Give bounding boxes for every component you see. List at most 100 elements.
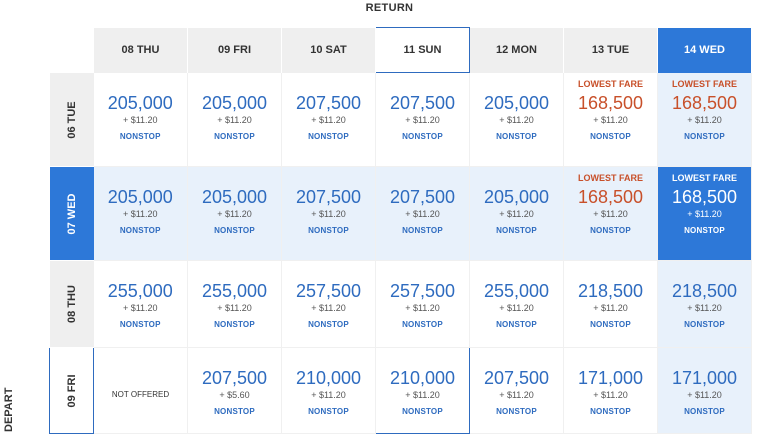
fare-miles: 168,500 [671,92,738,113]
fare-miles: 257,500 [389,281,456,301]
fare-miles: 171,000 [671,368,738,388]
depart-row-07-wed: 07 WED 205,000 + $11.20 NONSTOP 205,000 + $… [49,166,752,261]
fare-cell[interactable]: 207,500 + $11.20 NONSTOP [469,347,564,434]
fare-tax: + $11.20 [687,390,722,400]
fare-stops: NONSTOP [402,320,443,329]
fare-stops: NONSTOP [496,226,537,235]
fare-miles: 205,000 [107,92,173,113]
fare-tax: + $11.20 [687,209,722,219]
fare-miles: 205,000 [201,92,268,113]
fare-cell[interactable]: 205,000 + $11.20 NONSTOP [469,72,564,167]
fare-cell[interactable]: 205,000 + $11.20 NONSTOP [93,72,188,167]
fare-cell[interactable]: 218,500 + $11.20 NONSTOP [657,260,752,348]
fare-cell-selected[interactable]: LOWEST FARE 168,500 + $11.20 NONSTOP [657,166,752,261]
fare-tax: + $11.20 [122,209,158,219]
fare-cell[interactable]: 207,500 + $11.20 NONSTOP [281,72,376,167]
fare-tax: + $11.20 [593,209,628,219]
fare-cell[interactable]: 257,500 + $11.20 NONSTOP [281,260,376,348]
fare-tax: + $11.20 [499,390,534,400]
fare-stops: NONSTOP [402,132,443,141]
fare-miles: 257,500 [295,281,362,301]
fare-stops: NONSTOP [402,226,443,235]
fare-miles: 207,500 [201,368,268,388]
return-date-11-sun[interactable]: 11 SUN [375,27,470,73]
fare-stops: NONSTOP [119,131,161,141]
fare-miles: 207,500 [389,187,456,207]
fare-stops: NONSTOP [496,407,537,416]
fare-cell[interactable]: 207,500 + $11.20 NONSTOP [281,166,376,261]
depart-date-07-wed[interactable]: 07 WED [49,166,94,261]
fare-cell[interactable]: 205,000 + $11.20 NONSTOP [187,166,282,261]
return-date-09-fri[interactable]: 09 FRI [187,27,282,73]
fare-tax: + $11.20 [311,114,346,125]
fare-stops: NONSTOP [308,320,349,329]
fare-miles: 255,000 [201,281,268,301]
return-date-10-sat[interactable]: 10 SAT [281,27,376,73]
fare-cell-lowest[interactable]: LOWEST FARE 168,500 + $11.20 NONSTOP [657,72,752,167]
depart-row-06-tue: 06 TUE 205,000 + $11.20 NONSTOP 205,000 + $… [49,72,752,167]
fare-miles: 207,500 [295,187,362,207]
fare-cell[interactable]: 218,500 + $11.20 NONSTOP [563,260,658,348]
fare-cell-lowest[interactable]: LOWEST FARE 168,500 + $11.20 NONSTOP [563,166,658,261]
fare-cell[interactable]: 207,500 + $11.20 NONSTOP [375,166,470,261]
fare-miles: 205,000 [107,187,173,207]
fare-cell-unavailable: NOT OFFERED [93,347,188,434]
fare-stops: NONSTOP [214,131,255,141]
fare-miles: 171,000 [577,368,644,388]
fare-cell[interactable]: 255,000 + $11.20 NONSTOP [93,260,188,348]
fare-cell[interactable]: 205,000 + $11.20 NONSTOP [93,166,188,261]
return-axis-label: RETURN [365,2,414,14]
fare-cell[interactable]: 255,000 + $11.20 NONSTOP [187,260,282,348]
return-date-13-tue[interactable]: 13 TUE [563,27,658,73]
fare-calendar-grid: 08 THU 09 FRI 10 SAT 11 SUN 12 MON 13 TU… [49,27,752,434]
fare-stops: NONSTOP [308,407,349,416]
fare-tax: + $11.20 [593,303,628,313]
depart-row-08-thu: 08 THU 255,000 + $11.20 NONSTOP 255,000 + $… [49,260,752,348]
fare-tax: + $11.20 [405,115,440,125]
fare-stops: NONSTOP [590,226,631,235]
fare-cell[interactable]: 257,500 + $11.20 NONSTOP [375,260,470,348]
fare-cell[interactable]: 210,000 + $11.20 NONSTOP [281,347,376,434]
fare-miles: 218,500 [671,281,738,301]
depart-date-08-thu[interactable]: 08 THU [49,260,94,348]
fare-stops: NONSTOP [119,226,161,235]
depart-date-label: 06 TUE [65,100,78,139]
fare-cell-lowest[interactable]: LOWEST FARE 168,500 + $11.20 NONSTOP [563,72,658,167]
fare-stops: NONSTOP [308,131,349,141]
fare-tax: + $11.20 [593,390,628,400]
fare-cell-highlighted[interactable]: 210,000 + $11.20 NONSTOP [375,347,470,434]
fare-miles: 205,000 [483,92,550,113]
fare-stops: NONSTOP [684,131,725,141]
fare-cell[interactable]: 171,000 + $11.20 NONSTOP [563,347,658,434]
depart-date-06-tue[interactable]: 06 TUE [49,72,94,167]
fare-cell[interactable]: 171,000 + $11.20 NONSTOP [657,347,752,434]
fare-tax: + $11.20 [499,303,534,313]
fare-miles: 210,000 [389,368,456,388]
depart-date-label: 09 FRI [65,373,78,408]
fare-cell[interactable]: 255,000 + $11.20 NONSTOP [469,260,564,348]
fare-tax: + $11.20 [687,114,722,125]
fare-miles: 210,000 [295,368,362,388]
return-date-14-wed[interactable]: 14 WED [657,27,752,73]
fare-stops: NONSTOP [214,226,255,235]
fare-tax: + $5.60 [219,390,250,400]
fare-tax: + $11.20 [217,209,252,219]
fare-tax: + $11.20 [499,209,534,219]
return-date-08-thu[interactable]: 08 THU [93,27,188,73]
depart-date-label: 08 THU [65,285,78,323]
depart-date-label: 07 WED [65,193,78,234]
fare-tax: + $11.20 [122,114,158,125]
lowest-fare-badge: LOWEST FARE [578,173,643,183]
fare-tax: + $11.20 [499,114,534,125]
fare-tax: + $11.20 [122,303,158,313]
lowest-fare-badge: LOWEST FARE [672,78,737,89]
fare-stops: NONSTOP [590,407,631,416]
fare-miles: 205,000 [483,187,550,207]
return-date-12-mon[interactable]: 12 MON [469,27,564,73]
fare-cell[interactable]: 205,000 + $11.20 NONSTOP [469,166,564,261]
depart-date-09-fri[interactable]: 09 FRI [49,347,94,434]
fare-miles: 207,500 [483,368,550,388]
fare-cell[interactable]: 207,500 + $5.60 NONSTOP [187,347,282,434]
fare-cell[interactable]: 207,500 + $11.20 NONSTOP [375,72,470,167]
fare-cell[interactable]: 205,000 + $11.20 NONSTOP [187,72,282,167]
